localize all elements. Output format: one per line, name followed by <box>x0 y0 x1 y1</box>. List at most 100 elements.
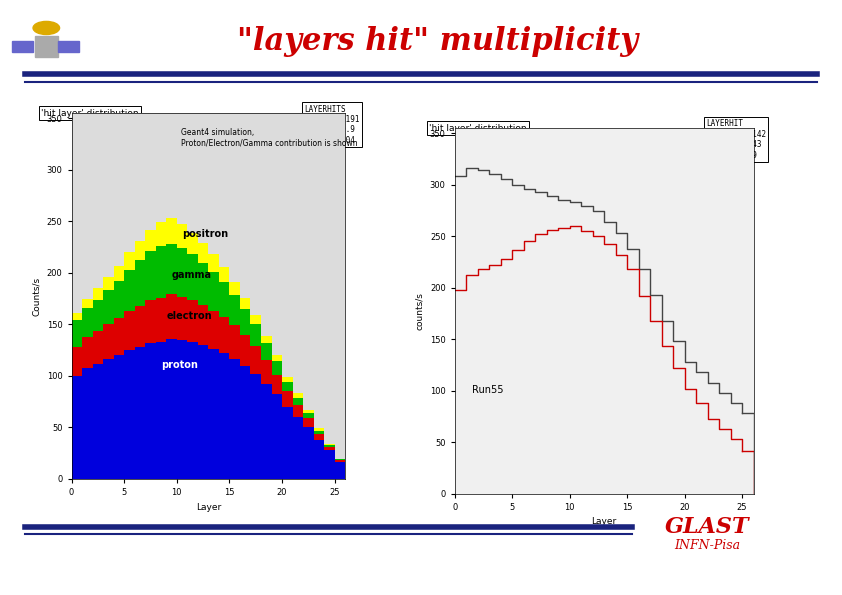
Bar <box>324 444 334 445</box>
Bar <box>135 306 145 347</box>
Bar <box>229 325 240 359</box>
Bar <box>313 428 324 431</box>
Bar <box>250 324 261 346</box>
Bar <box>145 251 156 300</box>
Bar <box>177 224 187 248</box>
Bar <box>177 248 187 296</box>
Bar <box>166 244 177 295</box>
Bar <box>198 305 208 345</box>
Text: Run55: Run55 <box>472 385 504 395</box>
Bar <box>187 342 198 479</box>
Bar <box>324 447 334 450</box>
Bar <box>72 313 82 320</box>
Bar <box>103 290 114 324</box>
Bar <box>93 364 103 479</box>
Bar <box>240 298 250 309</box>
Y-axis label: Counts/s: Counts/s <box>32 277 41 315</box>
Bar <box>125 350 135 479</box>
Bar <box>103 324 114 359</box>
Bar <box>208 272 219 311</box>
Bar <box>72 376 82 479</box>
Bar <box>292 405 303 417</box>
Bar <box>229 282 240 296</box>
Bar <box>166 339 177 479</box>
Bar <box>261 336 271 343</box>
Bar <box>334 461 345 462</box>
Bar <box>135 241 145 261</box>
Bar <box>198 243 208 262</box>
Bar <box>145 230 156 251</box>
Bar <box>12 41 34 52</box>
X-axis label: Layer: Layer <box>592 518 616 527</box>
Bar <box>313 440 324 479</box>
Bar <box>292 397 303 405</box>
Bar <box>156 246 166 298</box>
Bar <box>177 340 187 479</box>
Bar <box>313 434 324 440</box>
Bar <box>135 261 145 306</box>
Bar <box>114 281 125 318</box>
Bar <box>93 331 103 364</box>
Bar <box>114 265 125 281</box>
Bar <box>219 317 229 353</box>
Text: 'hit layer' distribution: 'hit layer' distribution <box>41 109 139 118</box>
Bar <box>57 41 79 52</box>
Bar <box>334 462 345 479</box>
Bar <box>282 392 292 407</box>
Bar <box>103 277 114 290</box>
Bar <box>125 270 135 311</box>
Bar <box>145 300 156 343</box>
Bar <box>125 252 135 270</box>
Bar <box>282 382 292 392</box>
Bar <box>187 300 198 342</box>
Bar <box>208 311 219 349</box>
Bar <box>35 36 57 57</box>
Bar <box>82 368 93 479</box>
Bar <box>219 282 229 317</box>
Bar <box>177 296 187 340</box>
Bar <box>261 384 271 479</box>
Text: LAYERHIT
Nent  1240142
Mean = 10.43
RMS = 6.879: LAYERHIT Nent 1240142 Mean = 10.43 RMS =… <box>706 120 766 159</box>
Bar <box>303 418 313 427</box>
Bar <box>82 299 93 308</box>
Bar <box>229 296 240 325</box>
Bar <box>187 233 198 254</box>
Bar <box>187 254 198 300</box>
Bar <box>93 289 103 300</box>
Bar <box>271 394 282 479</box>
Bar <box>261 361 271 384</box>
Text: GLAST: GLAST <box>665 516 749 537</box>
Y-axis label: counts/s: counts/s <box>415 292 424 330</box>
Bar <box>271 355 282 362</box>
Text: gamma: gamma <box>172 270 211 280</box>
Text: Geant4 simulation,
Proton/Electron/Gamma contribution is shown: Geant4 simulation, Proton/Electron/Gamma… <box>181 128 358 147</box>
Bar <box>208 349 219 479</box>
Bar <box>229 359 240 479</box>
Ellipse shape <box>33 21 60 35</box>
Bar <box>250 374 261 479</box>
X-axis label: Layer: Layer <box>196 503 221 512</box>
Text: electron: electron <box>166 311 212 321</box>
Text: positron: positron <box>182 228 228 239</box>
Bar <box>166 295 177 339</box>
Bar <box>72 320 82 347</box>
Bar <box>208 254 219 272</box>
Bar <box>82 308 93 337</box>
Bar <box>292 393 303 397</box>
Bar <box>324 450 334 479</box>
Bar <box>156 298 166 342</box>
Bar <box>303 427 313 479</box>
Bar <box>271 362 282 375</box>
Bar <box>125 311 135 350</box>
Text: "layers hit" multiplicity: "layers hit" multiplicity <box>237 26 638 57</box>
Bar <box>313 431 324 434</box>
Bar <box>114 355 125 479</box>
Bar <box>145 343 156 479</box>
Bar <box>219 353 229 479</box>
Text: proton: proton <box>161 359 198 369</box>
Bar <box>261 343 271 361</box>
Bar <box>282 377 292 382</box>
Text: INFN-Pisa: INFN-Pisa <box>674 539 740 552</box>
Bar <box>114 318 125 355</box>
Bar <box>156 223 166 246</box>
